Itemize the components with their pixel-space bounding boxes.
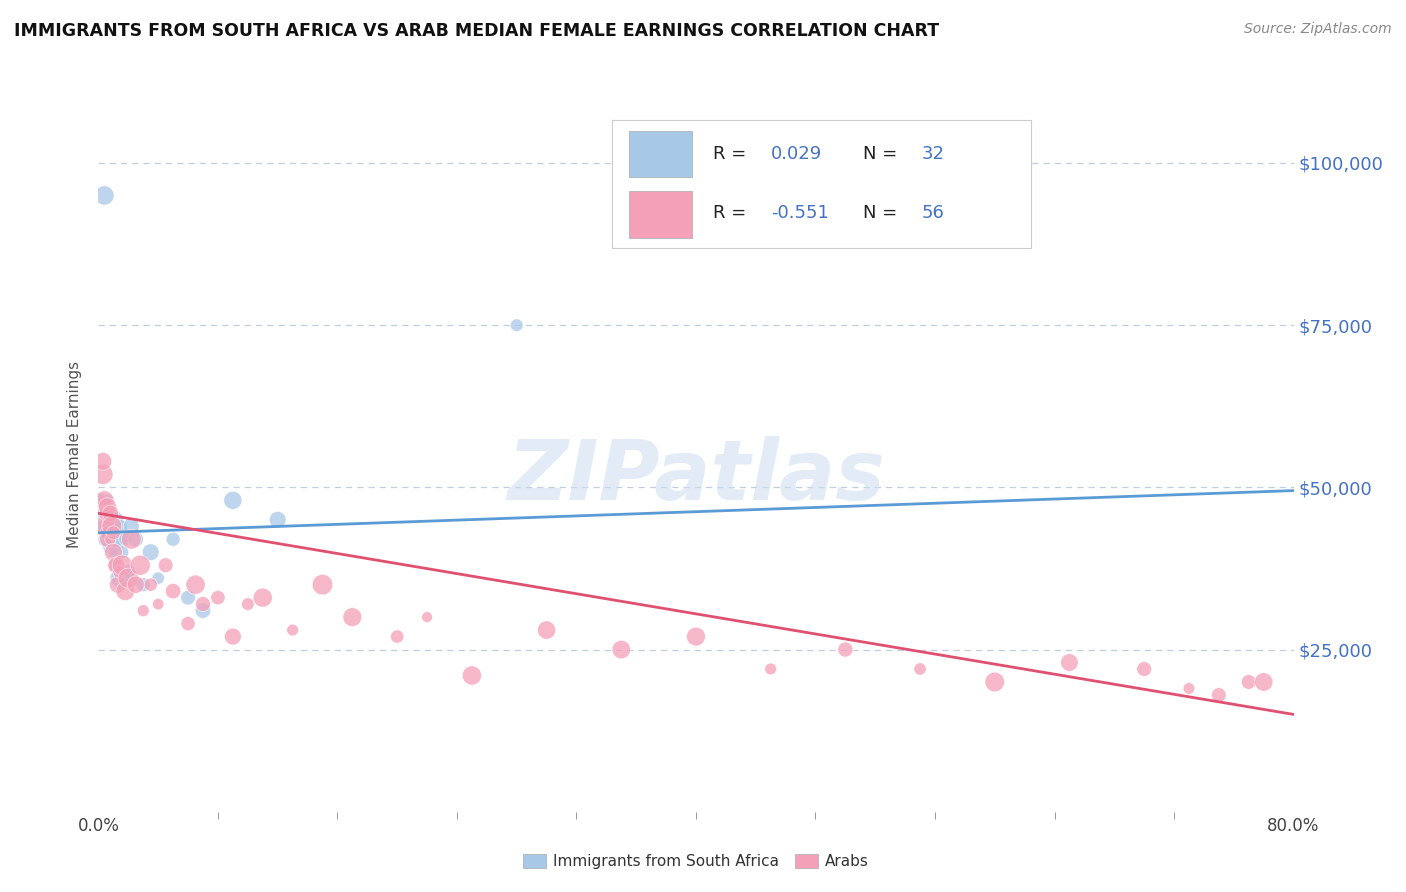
Point bbox=[125, 577, 148, 591]
Point bbox=[91, 454, 114, 468]
Point bbox=[105, 558, 128, 573]
Point bbox=[114, 584, 136, 599]
Point bbox=[222, 630, 245, 644]
Point bbox=[177, 616, 200, 631]
Point bbox=[1133, 662, 1156, 676]
Point bbox=[416, 610, 439, 624]
Point bbox=[184, 577, 207, 591]
Point bbox=[191, 597, 214, 611]
Point bbox=[90, 493, 112, 508]
Point bbox=[834, 642, 856, 657]
Point bbox=[108, 571, 131, 585]
Point bbox=[1059, 656, 1081, 670]
Point bbox=[94, 506, 117, 520]
Point bbox=[97, 525, 120, 540]
Point bbox=[342, 610, 364, 624]
Point bbox=[139, 545, 162, 559]
Point bbox=[132, 577, 155, 591]
Point bbox=[162, 584, 184, 599]
Point bbox=[105, 558, 128, 573]
Point bbox=[311, 577, 333, 591]
Point bbox=[94, 533, 117, 547]
Point bbox=[103, 545, 125, 559]
Point bbox=[610, 642, 633, 657]
Point bbox=[155, 558, 177, 573]
Point bbox=[177, 591, 200, 605]
Point bbox=[111, 545, 134, 559]
Point bbox=[104, 513, 127, 527]
Point bbox=[117, 565, 139, 579]
Point bbox=[1208, 688, 1230, 702]
Point bbox=[506, 318, 529, 333]
Point bbox=[108, 565, 131, 579]
Point bbox=[129, 558, 152, 573]
Text: ZIPatlas: ZIPatlas bbox=[508, 436, 884, 516]
Point bbox=[759, 662, 782, 676]
Point bbox=[111, 558, 134, 573]
Point bbox=[96, 493, 118, 508]
Point bbox=[267, 513, 290, 527]
Point bbox=[1178, 681, 1201, 696]
Point bbox=[100, 533, 122, 547]
Point bbox=[96, 500, 118, 514]
Point bbox=[1237, 675, 1260, 690]
Point bbox=[536, 623, 558, 637]
Legend: Immigrants from South Africa, Arabs: Immigrants from South Africa, Arabs bbox=[517, 848, 875, 875]
Point bbox=[117, 571, 139, 585]
Point bbox=[93, 188, 115, 202]
Point bbox=[90, 493, 112, 508]
Point bbox=[104, 558, 127, 573]
Point bbox=[114, 533, 136, 547]
Point bbox=[207, 591, 229, 605]
Point bbox=[984, 675, 1007, 690]
Point bbox=[96, 519, 118, 533]
Point bbox=[252, 591, 274, 605]
Point bbox=[685, 630, 707, 644]
Point bbox=[103, 525, 125, 540]
Text: Source: ZipAtlas.com: Source: ZipAtlas.com bbox=[1244, 22, 1392, 37]
Point bbox=[236, 597, 259, 611]
Point bbox=[120, 533, 142, 547]
Point bbox=[281, 623, 304, 637]
Point bbox=[120, 519, 142, 533]
Point bbox=[162, 533, 184, 547]
Point bbox=[101, 539, 124, 553]
Point bbox=[96, 533, 118, 547]
Point bbox=[148, 571, 170, 585]
Point bbox=[97, 513, 120, 527]
Point bbox=[97, 513, 120, 527]
Point bbox=[94, 506, 117, 520]
Point bbox=[107, 577, 129, 591]
Point bbox=[222, 493, 245, 508]
Point bbox=[385, 630, 409, 644]
Point bbox=[91, 519, 114, 533]
Point bbox=[908, 662, 931, 676]
Point bbox=[94, 525, 117, 540]
Point bbox=[93, 519, 115, 533]
Point bbox=[93, 493, 115, 508]
Point bbox=[139, 577, 162, 591]
Point bbox=[191, 604, 214, 618]
Point bbox=[100, 506, 122, 520]
Point bbox=[148, 597, 170, 611]
Point bbox=[91, 467, 114, 482]
Point bbox=[461, 668, 484, 682]
Point bbox=[103, 525, 125, 540]
Point bbox=[125, 533, 148, 547]
Point bbox=[107, 533, 129, 547]
Point bbox=[110, 519, 132, 533]
Y-axis label: Median Female Earnings: Median Female Earnings bbox=[67, 361, 83, 549]
Point bbox=[1253, 675, 1275, 690]
Text: IMMIGRANTS FROM SOUTH AFRICA VS ARAB MEDIAN FEMALE EARNINGS CORRELATION CHART: IMMIGRANTS FROM SOUTH AFRICA VS ARAB MED… bbox=[14, 22, 939, 40]
Point bbox=[100, 506, 122, 520]
Point bbox=[103, 545, 125, 559]
Point bbox=[101, 519, 124, 533]
Point bbox=[132, 604, 155, 618]
